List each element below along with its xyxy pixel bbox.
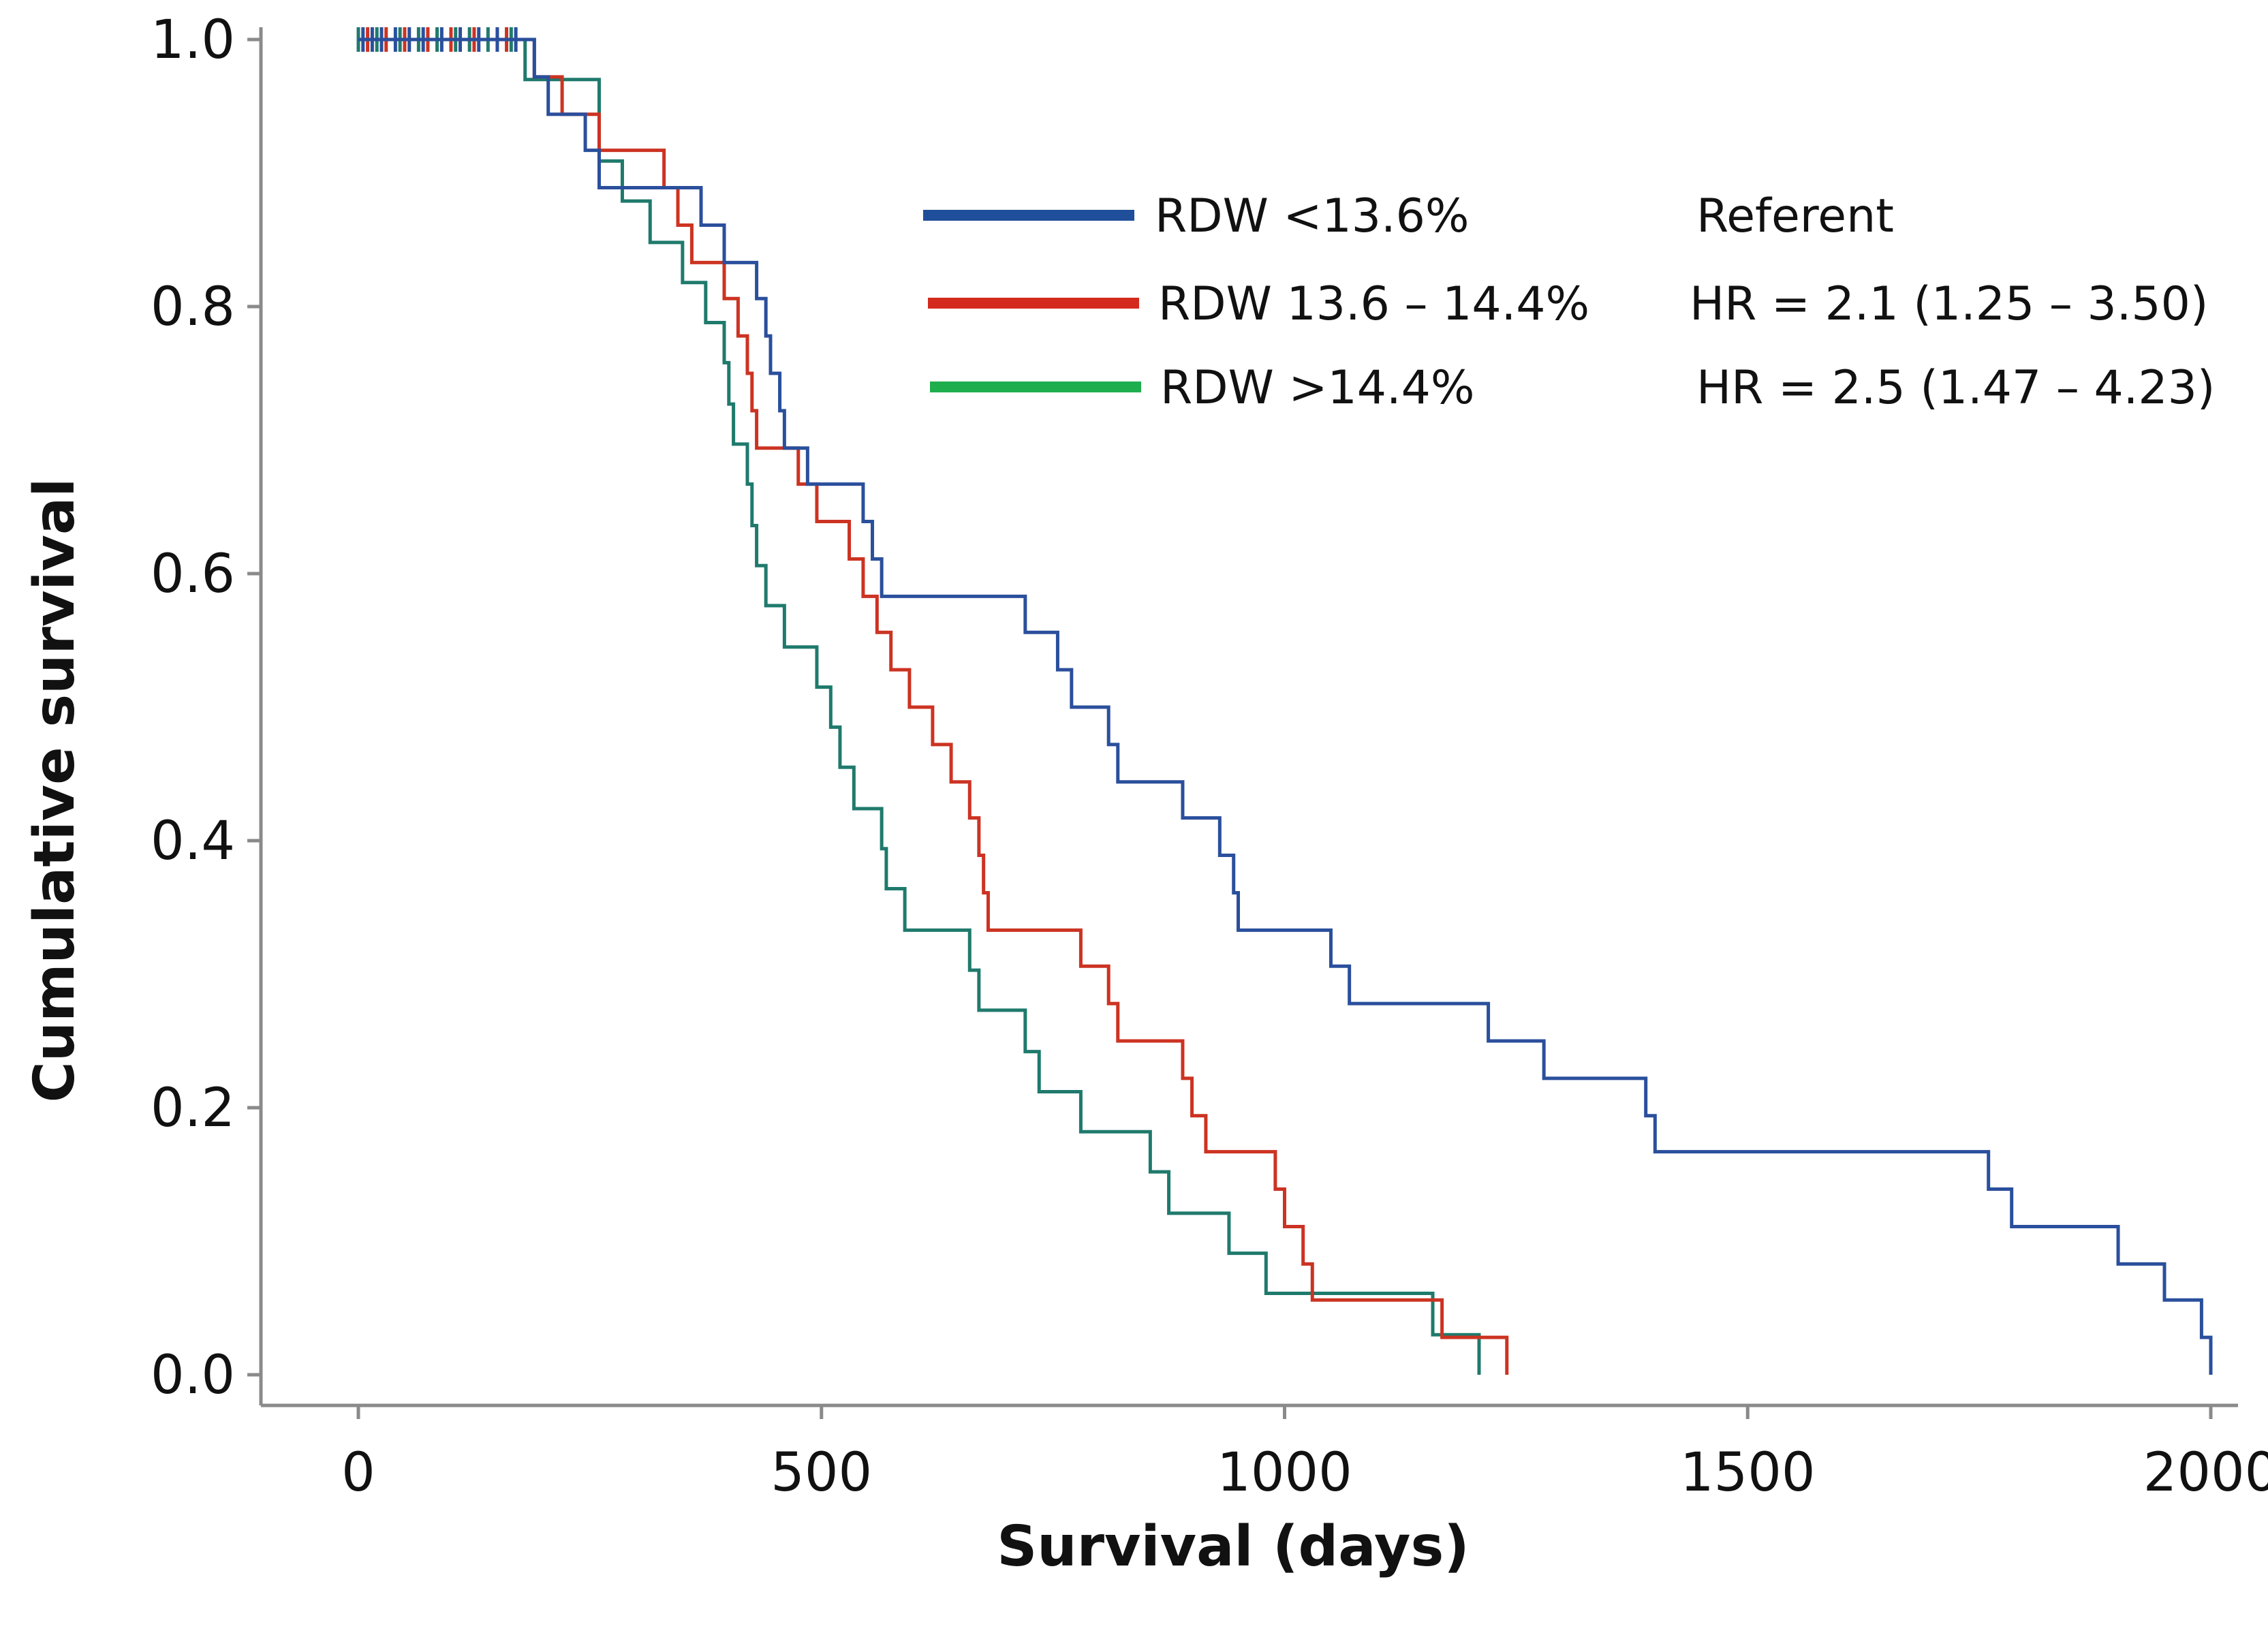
y-tick-label: 0.0 [151,1345,235,1406]
legend-item: RDW 13.6 – 14.4% HR = 2.1 (1.25 – 3.50) [928,277,2208,331]
y-tick-label: 0.4 [151,811,235,872]
survival-curve-line [358,37,1481,1375]
legend-hazard-ratio: Referent [1696,189,1894,243]
x-axis-ticks: 0 500 1000 1500 2000 [341,1405,2268,1504]
y-tick-label: 0.6 [151,544,235,605]
y-tick-label: 0.8 [151,277,235,338]
survival-curve-line [358,37,2213,1375]
x-tick-label: 2000 [2143,1442,2268,1504]
x-tick-label: 1000 [1217,1442,1352,1504]
legend-label: RDW 13.6 – 14.4% [1158,277,1589,331]
legend-item: RDW >14.4% HR = 2.5 (1.47 – 4.23) [930,361,2215,415]
y-axis-title: Cumulative survival [22,478,87,1103]
legend: RDW <13.6% Referent RDW 13.6 – 14.4% HR = 2… [923,189,2215,415]
x-tick-label: 1500 [1680,1442,1816,1504]
x-tick-label: 0 [341,1442,375,1504]
legend-hazard-ratio: HR = 2.5 (1.47 – 4.23) [1696,361,2215,415]
x-tick-label: 500 [771,1442,872,1504]
y-tick-label: 0.2 [151,1078,235,1139]
y-tick-label: 1.0 [151,10,235,71]
x-axis-title: Survival (days) [997,1514,1470,1579]
legend-hazard-ratio: HR = 2.1 (1.25 – 3.50) [1690,277,2208,331]
y-axis-ticks: 0.0 0.2 0.4 0.6 0.8 1.0 [151,10,261,1406]
survival-curves [356,27,2213,1375]
legend-item: RDW <13.6% Referent [923,189,1894,243]
series-0 [358,27,2213,1375]
legend-label: RDW >14.4% [1160,361,1474,415]
legend-label: RDW <13.6% [1155,189,1469,243]
survival-curve-line [358,37,1509,1375]
